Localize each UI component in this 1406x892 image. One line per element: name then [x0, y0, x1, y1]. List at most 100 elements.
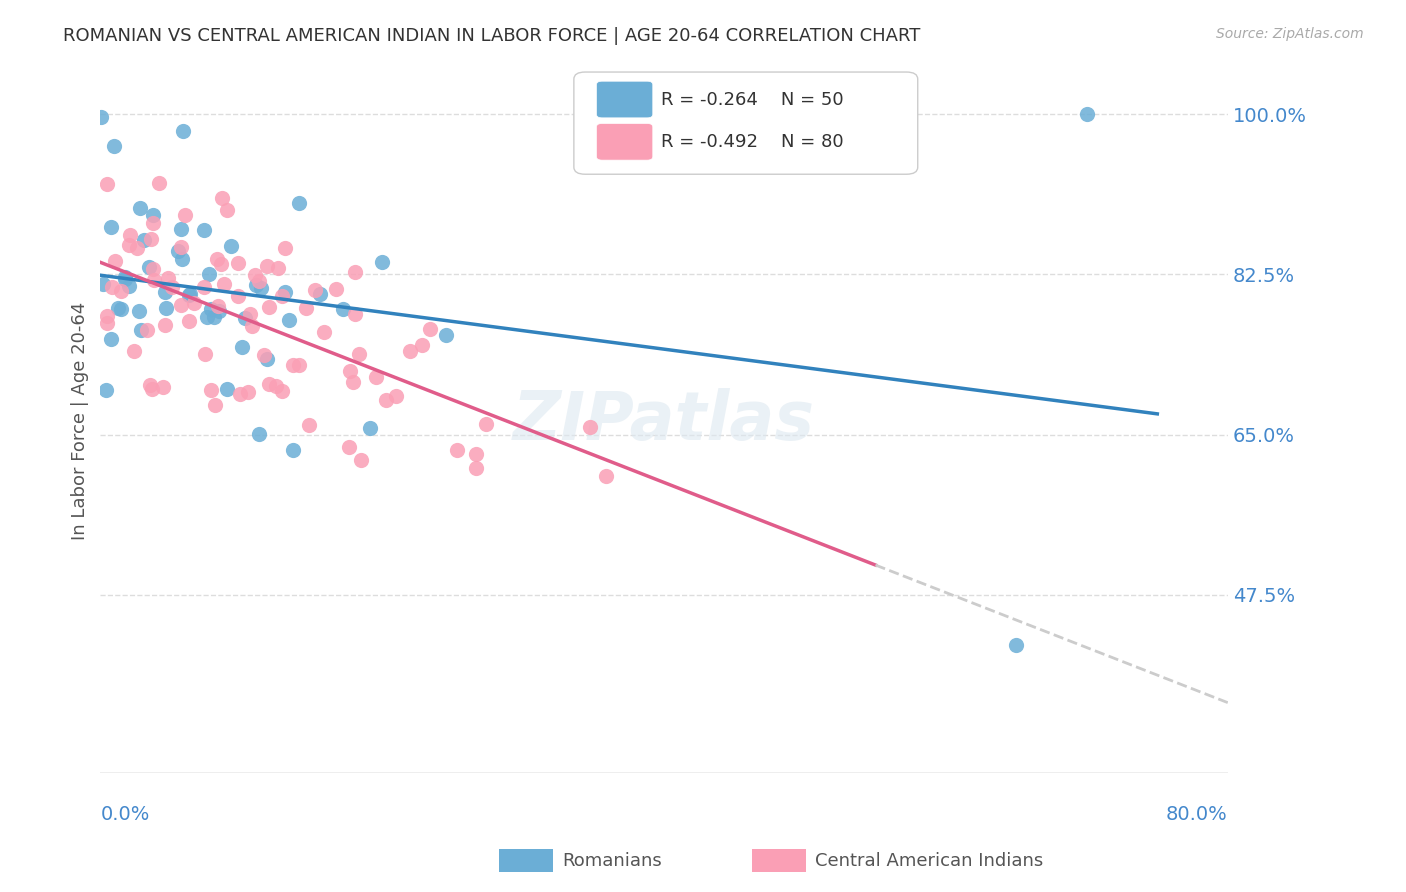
Point — [110, 302, 132, 317]
Point — [347, 346, 370, 360]
Text: Romanians: Romanians — [562, 852, 662, 870]
Point — [288, 358, 311, 372]
Point — [256, 259, 278, 273]
Point — [197, 267, 219, 281]
Point — [155, 301, 177, 315]
Point — [578, 419, 600, 434]
Point — [236, 384, 259, 399]
Point — [170, 222, 193, 236]
Point — [202, 310, 225, 325]
Point — [183, 296, 205, 310]
Point — [257, 301, 280, 315]
Point — [256, 352, 278, 367]
Point — [200, 384, 222, 398]
Point — [114, 270, 136, 285]
Point — [167, 244, 190, 259]
Point — [94, 383, 117, 397]
Point — [1076, 107, 1098, 121]
Point — [231, 340, 253, 354]
Y-axis label: In Labor Force | Age 20-64: In Labor Force | Age 20-64 — [72, 301, 89, 540]
FancyBboxPatch shape — [596, 123, 652, 161]
Point — [156, 271, 179, 285]
Point — [179, 314, 201, 328]
Point — [90, 110, 112, 124]
Point — [297, 417, 319, 432]
Text: 80.0%: 80.0% — [1166, 805, 1227, 824]
Point — [138, 260, 160, 274]
Point — [170, 252, 193, 266]
Point — [139, 232, 162, 246]
Point — [344, 265, 367, 279]
Point — [257, 377, 280, 392]
Point — [209, 258, 232, 272]
Point — [337, 440, 360, 454]
Point — [160, 280, 183, 294]
Text: R = -0.264    N = 50: R = -0.264 N = 50 — [661, 90, 844, 109]
Point — [122, 344, 145, 359]
Point — [128, 304, 150, 318]
Point — [120, 228, 142, 243]
Point — [270, 289, 292, 303]
Point — [595, 469, 617, 483]
Point — [239, 307, 262, 321]
Point — [364, 369, 387, 384]
Point — [371, 254, 394, 268]
Point — [465, 447, 488, 461]
Point — [359, 421, 381, 435]
Point — [475, 417, 498, 431]
Point — [332, 302, 354, 317]
Point — [103, 138, 125, 153]
Point — [110, 284, 132, 298]
Point — [204, 398, 226, 412]
Point — [226, 289, 249, 303]
Point — [240, 318, 263, 333]
Point — [1005, 638, 1028, 652]
Point — [174, 208, 197, 222]
Point — [118, 278, 141, 293]
Point — [125, 241, 148, 255]
Point — [278, 313, 301, 327]
Point — [247, 274, 270, 288]
Point — [304, 283, 326, 297]
Point — [194, 346, 217, 360]
Point — [200, 302, 222, 317]
Point — [434, 328, 457, 343]
Point — [245, 278, 267, 293]
Point — [247, 426, 270, 441]
Point — [398, 343, 420, 358]
Point — [274, 285, 297, 299]
Point — [314, 325, 336, 339]
Point — [142, 208, 165, 222]
Point — [212, 277, 235, 291]
Text: ZIPatlas: ZIPatlas — [513, 388, 815, 454]
Point — [267, 261, 290, 276]
Point — [342, 375, 364, 389]
Point — [129, 201, 152, 215]
Point — [271, 384, 294, 399]
Point — [385, 389, 408, 403]
Text: R = -0.492    N = 80: R = -0.492 N = 80 — [661, 133, 844, 151]
Point — [141, 382, 163, 396]
Point — [129, 323, 152, 337]
Point — [211, 191, 233, 205]
Point — [96, 177, 118, 191]
Point — [193, 280, 215, 294]
Point — [411, 337, 433, 351]
Point — [464, 461, 486, 475]
Point — [170, 298, 193, 312]
Point — [142, 262, 165, 277]
Point — [148, 177, 170, 191]
Point — [153, 285, 176, 300]
Point — [283, 443, 305, 458]
Point — [250, 281, 273, 295]
Point — [179, 287, 201, 301]
Point — [208, 303, 231, 318]
Point — [135, 323, 157, 337]
Point — [101, 280, 124, 294]
Point — [139, 377, 162, 392]
Point — [207, 299, 229, 313]
Point — [274, 241, 297, 255]
Point — [91, 277, 114, 291]
Point — [104, 253, 127, 268]
Point — [100, 332, 122, 346]
